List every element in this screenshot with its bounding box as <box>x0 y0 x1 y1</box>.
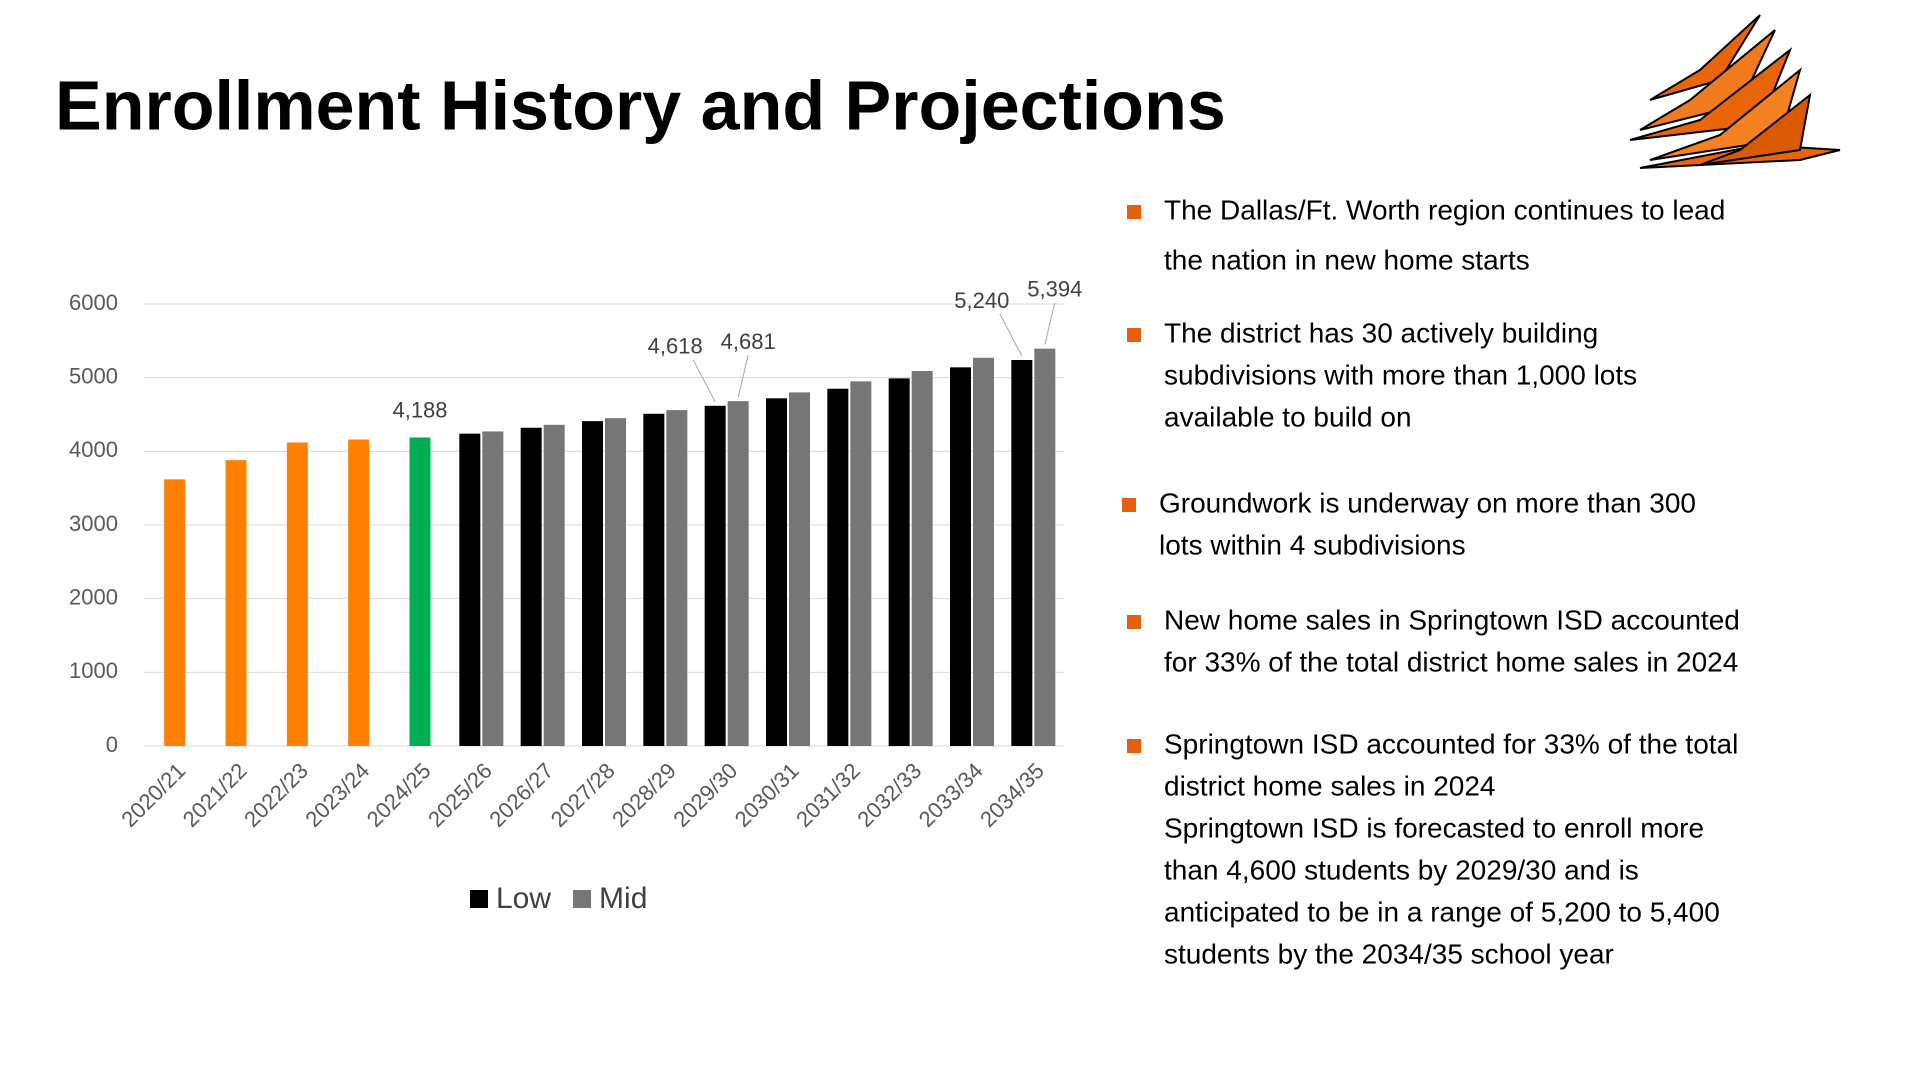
data-label: 5,240 <box>954 288 1009 313</box>
x-tick-label: 2020/21 <box>116 758 190 832</box>
data-label: 4,681 <box>721 329 776 354</box>
bullet-text: The district has 30 actively building <box>1164 317 1598 348</box>
bar <box>766 398 787 746</box>
bullet-text: for 33% of the total district home sales… <box>1164 646 1738 677</box>
bar <box>348 439 370 746</box>
bar <box>482 431 504 746</box>
bullet-text: anticipated to be in a range of 5,200 to… <box>1164 896 1720 927</box>
bullet-text: The Dallas/Ft. Worth region continues to… <box>1164 194 1725 225</box>
bar <box>950 367 971 746</box>
bar <box>605 418 626 746</box>
bullet-marker <box>1122 498 1136 512</box>
x-tick-label: 2023/24 <box>300 758 374 832</box>
bullet-text: than 4,600 students by 2029/30 and is <box>1164 854 1639 885</box>
x-tick-label: 2030/31 <box>730 758 804 832</box>
bullet-marker <box>1127 739 1141 753</box>
bar <box>911 371 933 746</box>
bar <box>666 410 688 746</box>
leader-line <box>737 355 749 398</box>
bullet-text: the nation in new home starts <box>1164 244 1530 275</box>
y-tick-label: 4000 <box>69 437 118 462</box>
bar <box>704 405 726 746</box>
bullet-text: students by the 2034/35 school year <box>1164 938 1614 969</box>
bar <box>164 479 186 746</box>
bullet-text: Groundwork is underway on more than 300 <box>1159 487 1696 518</box>
x-tick-label: 2029/30 <box>668 758 742 832</box>
x-tick-label: 2025/26 <box>423 758 497 832</box>
x-tick-label: 2021/22 <box>178 758 252 832</box>
bullet-text: New home sales in Springtown ISD account… <box>1164 604 1740 635</box>
y-tick-label: 5000 <box>69 363 118 388</box>
bar <box>850 381 872 746</box>
bar <box>888 378 910 746</box>
x-tick-label: 2027/28 <box>546 758 620 832</box>
bullet-text: district home sales in 2024 <box>1164 770 1496 801</box>
bullet-text: lots within 4 subdivisions <box>1159 529 1466 560</box>
bar <box>543 424 565 746</box>
data-label: 5,394 <box>1027 276 1082 301</box>
bar <box>409 437 431 746</box>
bar <box>459 433 481 746</box>
legend-swatch <box>573 890 592 908</box>
bar <box>789 392 810 746</box>
x-tick-label: 2028/29 <box>607 758 681 832</box>
x-tick-label: 2026/27 <box>484 758 558 832</box>
data-label: 4,188 <box>392 397 447 422</box>
y-tick-label: 0 <box>106 732 118 757</box>
x-tick-label: 2033/34 <box>914 758 988 832</box>
bar <box>520 427 542 746</box>
y-tick-label: 3000 <box>69 511 118 536</box>
bar <box>973 357 994 746</box>
leader-line <box>1044 302 1056 345</box>
bar <box>643 413 665 746</box>
legend-label: Mid <box>599 882 647 915</box>
leader-line <box>692 359 716 403</box>
slide-title: Enrollment History and Projections <box>55 66 1226 144</box>
legend-label: Low <box>496 882 551 915</box>
y-tick-label: 1000 <box>69 658 118 683</box>
bar <box>582 421 603 746</box>
bullet-text: subdivisions with more than 1,000 lots <box>1164 359 1637 390</box>
y-tick-label: 2000 <box>69 584 118 609</box>
bar <box>1011 359 1033 746</box>
bullet-marker <box>1127 205 1141 219</box>
leader-line <box>999 313 1023 357</box>
x-tick-label: 2024/25 <box>362 758 436 832</box>
data-label: 4,618 <box>648 334 703 359</box>
bar <box>286 442 308 746</box>
x-tick-label: 2034/35 <box>975 758 1049 832</box>
bar <box>827 388 849 746</box>
bullet-marker <box>1127 328 1141 342</box>
bar <box>1034 348 1056 746</box>
x-tick-label: 2031/32 <box>791 758 865 832</box>
logo <box>1629 14 1841 169</box>
bullet-text: available to build on <box>1164 401 1412 432</box>
x-tick-label: 2022/23 <box>239 758 313 832</box>
bullet-text: Springtown ISD is forecasted to enroll m… <box>1164 812 1704 843</box>
bar <box>727 401 749 746</box>
legend-swatch <box>470 890 488 908</box>
x-tick-label: 2032/33 <box>852 758 926 832</box>
bullet-text: Springtown ISD accounted for 33% of the … <box>1164 728 1738 759</box>
y-tick-label: 6000 <box>69 290 118 315</box>
bar <box>225 460 247 746</box>
bullet-marker <box>1127 615 1141 629</box>
